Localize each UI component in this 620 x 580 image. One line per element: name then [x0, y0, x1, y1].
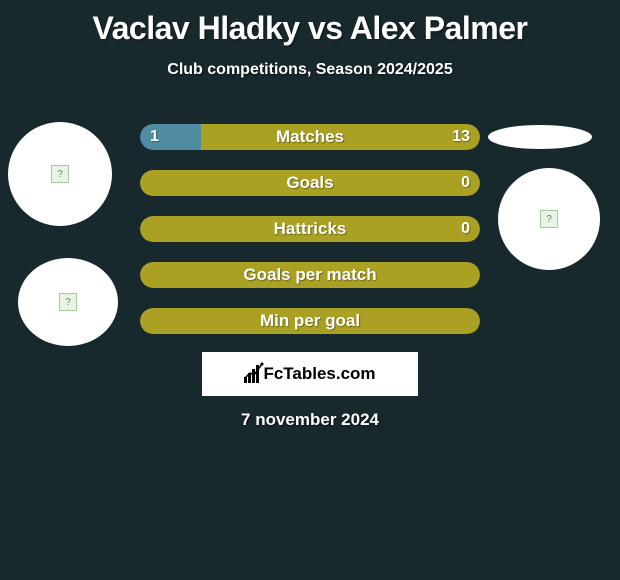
stat-value-right: 0 [461, 216, 470, 242]
stat-label: Min per goal [140, 308, 480, 334]
stat-row-goals: Goals 0 [140, 170, 480, 196]
page-title: Vaclav Hladky vs Alex Palmer [0, 0, 620, 47]
player-avatar-left: ? [8, 122, 112, 226]
bar-chart-icon [244, 365, 259, 383]
stat-label: Goals [140, 170, 480, 196]
club-avatar-left: ? [18, 258, 118, 346]
image-placeholder-icon: ? [540, 210, 558, 228]
stat-value-right: 13 [452, 124, 470, 150]
stat-value-right: 0 [461, 170, 470, 196]
attribution-box: FcTables.com [202, 352, 418, 396]
image-placeholder-icon: ? [51, 165, 69, 183]
stat-label: Goals per match [140, 262, 480, 288]
stat-row-min-per-goal: Min per goal [140, 308, 480, 334]
stat-row-matches: 1 Matches 13 [140, 124, 480, 150]
attribution-text: FcTables.com [263, 364, 375, 384]
date-text: 7 november 2024 [0, 410, 620, 430]
stat-row-hattricks: Hattricks 0 [140, 216, 480, 242]
stat-label: Hattricks [140, 216, 480, 242]
trend-line-icon [244, 361, 264, 381]
stat-bars: 1 Matches 13 Goals 0 Hattricks 0 Goals p… [140, 124, 480, 354]
player-avatar-right: ? [498, 168, 600, 270]
page-subtitle: Club competitions, Season 2024/2025 [0, 61, 620, 79]
image-placeholder-icon: ? [59, 293, 77, 311]
stat-label: Matches [140, 124, 480, 150]
stat-row-goals-per-match: Goals per match [140, 262, 480, 288]
decor-ellipse-right [488, 125, 592, 149]
